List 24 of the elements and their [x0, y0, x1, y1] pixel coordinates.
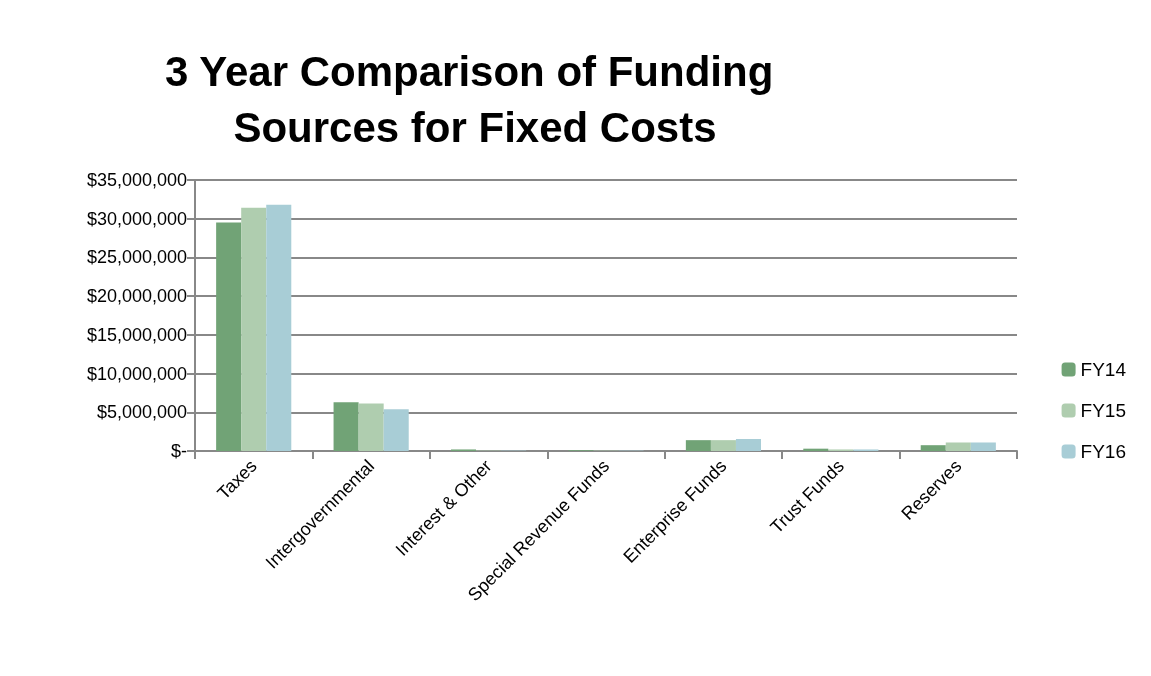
bar [216, 222, 242, 451]
bar [685, 440, 711, 451]
y-tick-label: $35,000,000 [86, 170, 187, 190]
bar [383, 409, 409, 451]
legend-label: FY16 [1080, 441, 1127, 462]
bar [241, 207, 267, 451]
bar [710, 440, 736, 451]
y-tick-label: $10,000,000 [86, 363, 187, 384]
bar [358, 403, 384, 451]
y-tick-label: $30,000,000 [86, 208, 187, 229]
y-tick-label: $5,000,000 [96, 402, 187, 423]
chart-title: 3 Year Comparison of Funding Sources for Fixed Costs [165, 47, 785, 151]
y-tick-label: $15,000,000 [86, 324, 187, 345]
bar [920, 445, 946, 451]
y-tick-label: $20,000,000 [86, 286, 187, 307]
bar [970, 442, 996, 451]
legend-label: FY15 [1080, 400, 1127, 421]
bar [266, 204, 292, 451]
y-tick-label: $- [170, 441, 187, 461]
bar [945, 442, 971, 451]
bar [333, 402, 359, 451]
bar [735, 439, 762, 451]
y-tick-label: $25,000,000 [86, 247, 187, 268]
legend-label: FY14 [1080, 359, 1127, 380]
